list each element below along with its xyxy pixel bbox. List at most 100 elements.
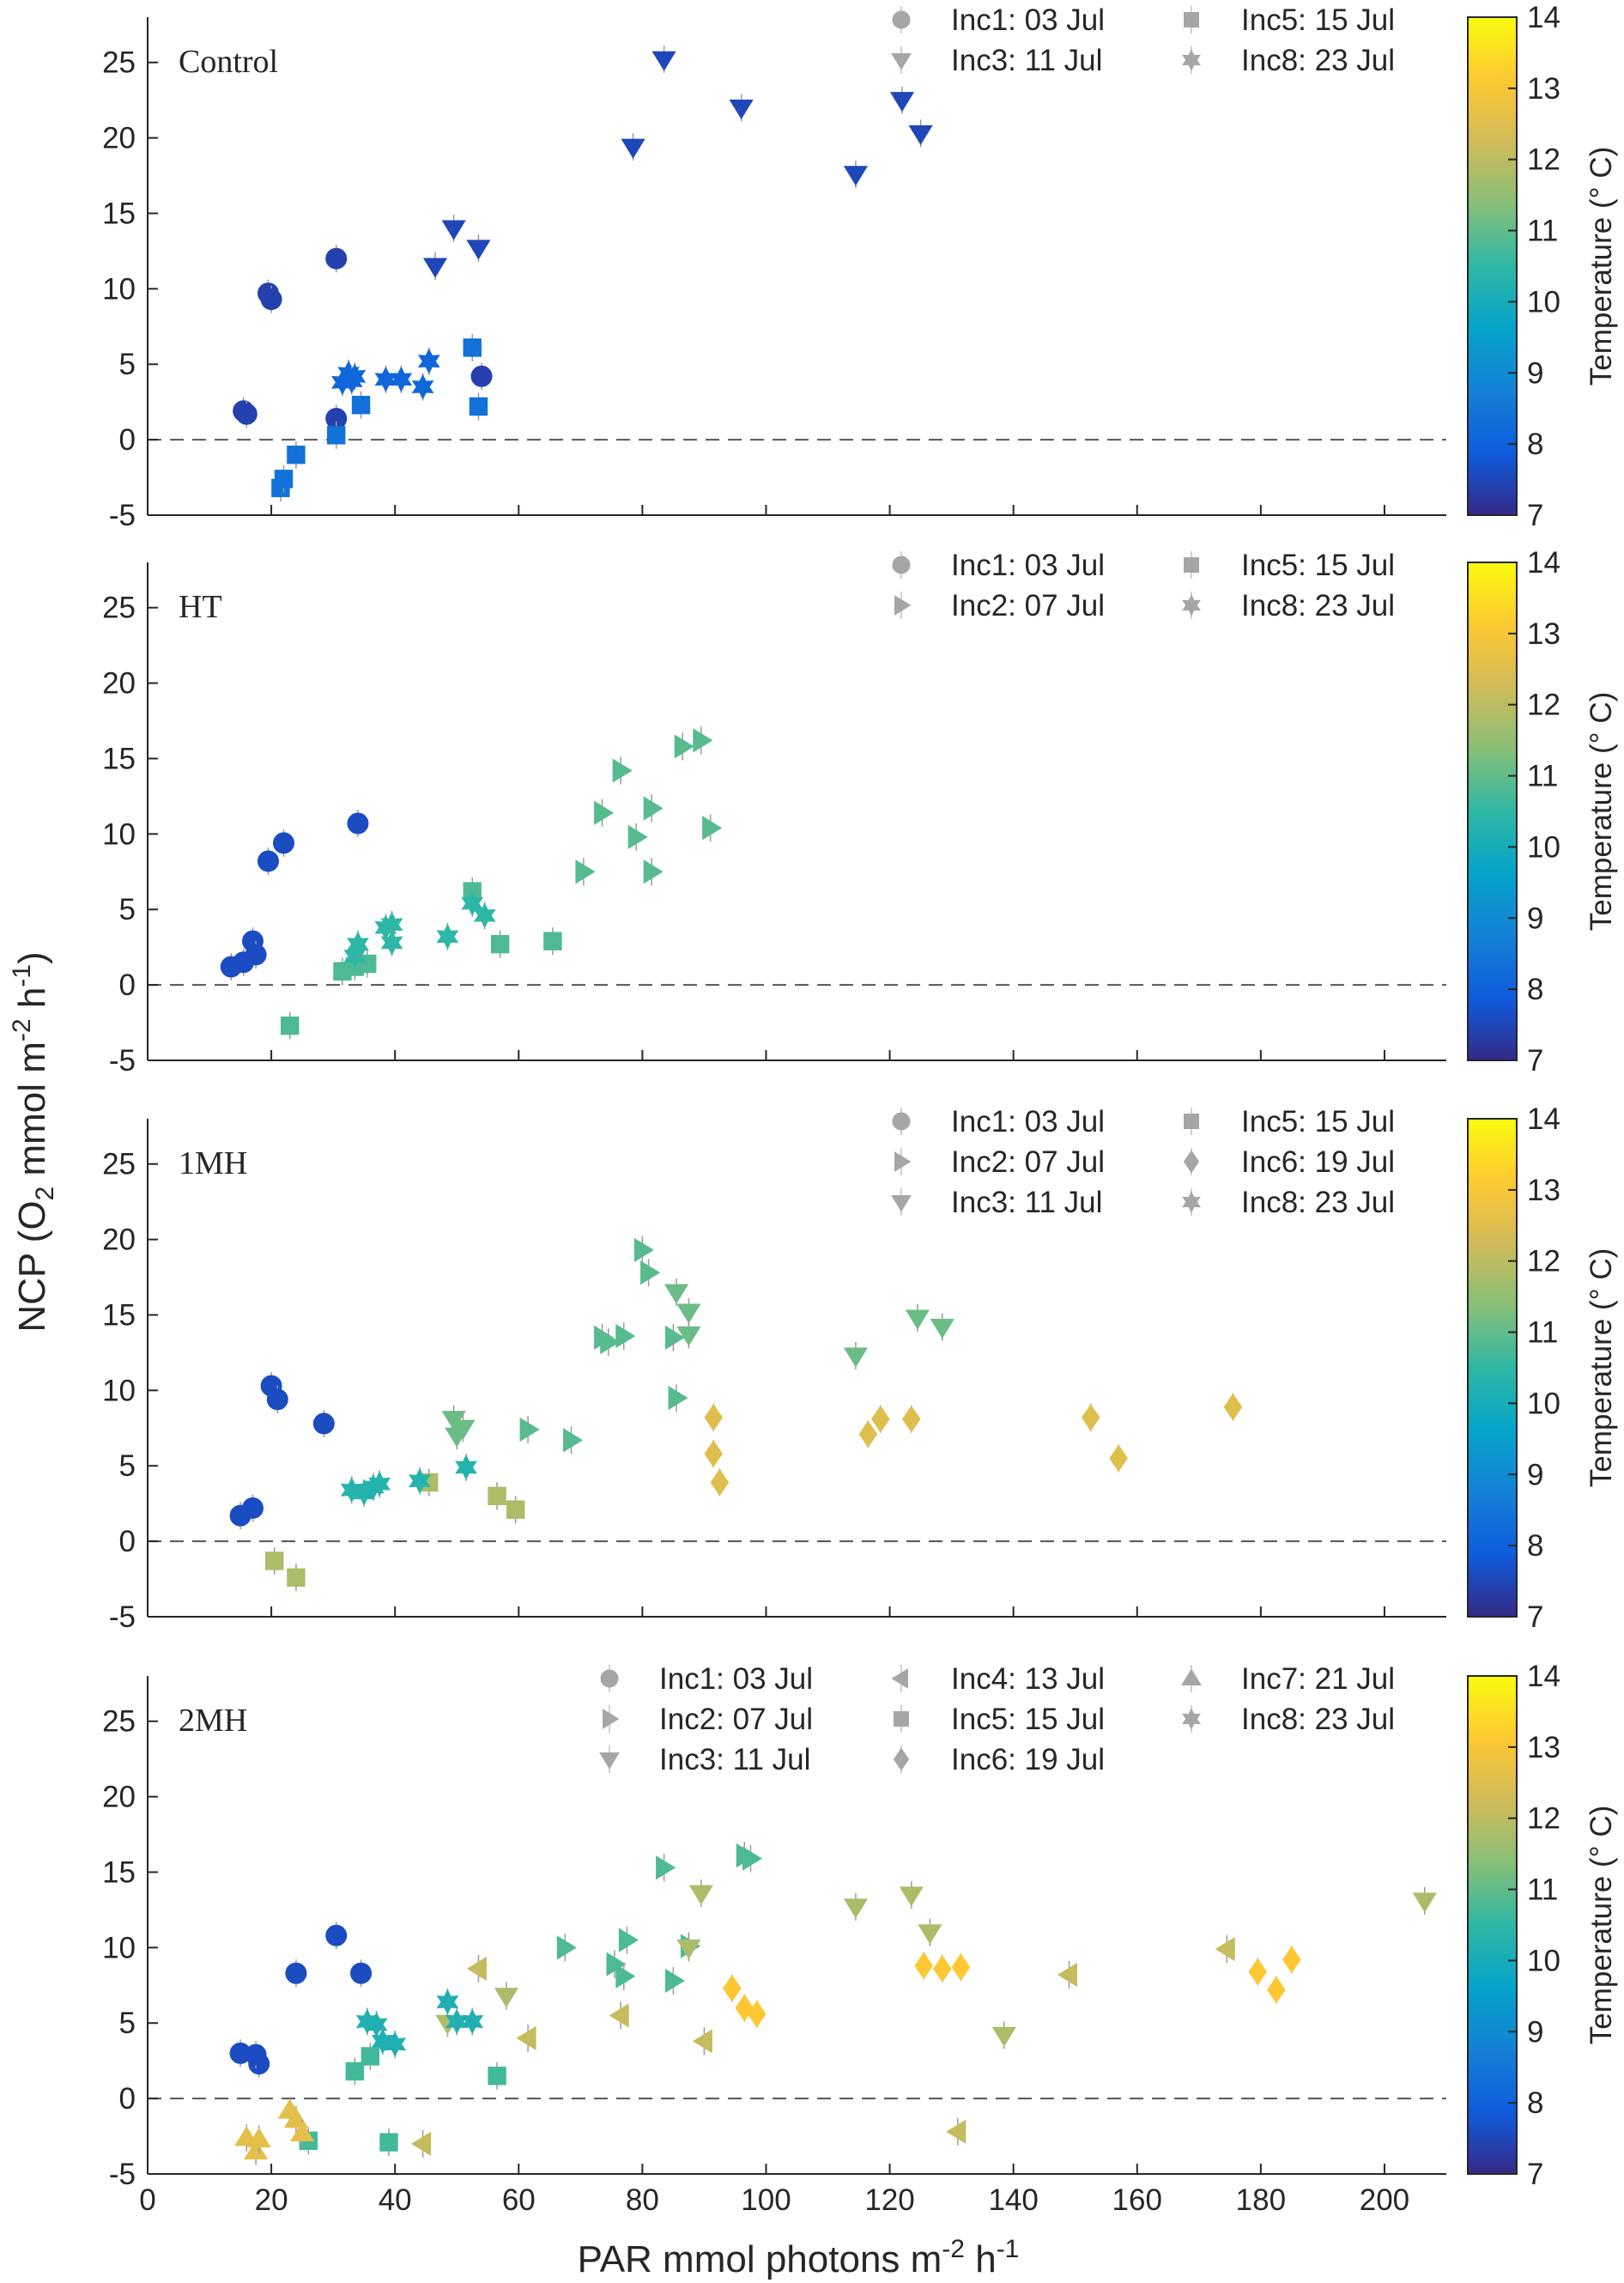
colorbar-gradient	[1467, 1675, 1518, 2175]
data-point-triangle-right	[702, 816, 723, 841]
data-point-hexagram	[380, 930, 403, 956]
data-point-hexagram	[347, 931, 369, 957]
data-point-circle	[245, 944, 267, 966]
data-point-triangle-right	[664, 1325, 685, 1350]
data-point-hexagram	[384, 2031, 407, 2057]
legend-label: Inc8: 23 Jul	[1241, 1186, 1395, 1219]
data-point-diamond	[1109, 1444, 1128, 1472]
legend-marker-circle	[600, 1669, 619, 1688]
data-point-triangle-up	[246, 2128, 271, 2148]
data-point-hexagram	[461, 890, 484, 917]
colorbar-tick-label: 10	[1527, 1944, 1560, 1977]
data-point-triangle-down	[991, 2026, 1016, 2047]
colorbar-tick-label: 11	[1527, 760, 1558, 793]
data-point-square	[281, 1016, 300, 1035]
legend-label: Inc7: 21 Jul	[1241, 1662, 1395, 1696]
legend-label: Inc2: 07 Jul	[951, 589, 1105, 622]
colorbar-label: Temperature (° C)	[1585, 1806, 1618, 2045]
colorbar: 7 8 9 10 11 12 13 14 Temperature (° C)	[1467, 1660, 1618, 2191]
legend-marker-square	[894, 1711, 909, 1727]
x-tick-label: 180	[1236, 2183, 1286, 2217]
legend-label: Inc1: 03 Jul	[951, 3, 1105, 37]
colorbar-tick-label: 14	[1527, 1, 1560, 34]
y-tick-label: -5	[109, 1044, 136, 1078]
y-tick-label: 5	[119, 2007, 136, 2040]
data-point-square	[506, 1500, 525, 1519]
legend-marker-hexagram	[1182, 49, 1201, 71]
legend-label: Inc8: 23 Jul	[1241, 1703, 1395, 1736]
legend-marker-triangle-right	[603, 1709, 620, 1729]
colorbar-tick-label: 14	[1527, 546, 1560, 580]
x-tick-label: 200	[1360, 2183, 1409, 2217]
data-point-hexagram	[374, 366, 397, 392]
data-point-triangle-right	[612, 758, 633, 783]
y-tick-label: 10	[102, 817, 136, 851]
colorbar-tick-label: 7	[1527, 499, 1543, 532]
colorbar-tick-label: 9	[1527, 356, 1543, 390]
data-point-square	[469, 397, 488, 416]
legend-label: Inc5: 15 Jul	[1241, 3, 1395, 37]
colorbar-tick-label: 8	[1527, 2086, 1543, 2120]
legend-label: Inc3: 11 Jul	[951, 1186, 1102, 1219]
legend-marker-triangle-down	[891, 1195, 912, 1212]
legend-marker-triangle-left	[891, 1668, 908, 1689]
colorbar-tick-label: 12	[1527, 143, 1560, 177]
data-point-triangle-right	[575, 859, 596, 884]
data-point-triangle-left	[692, 2029, 712, 2054]
colorbar-tick-label: 9	[1527, 1458, 1543, 1491]
data-point-circle	[245, 2043, 267, 2066]
data-point-triangle-right	[627, 824, 648, 849]
colorbar-gradient	[1467, 562, 1518, 1061]
y-tick-label: 5	[119, 1449, 136, 1483]
data-point-hexagram	[390, 366, 413, 392]
y-tick-label: 10	[102, 1931, 136, 1964]
data-point-circle	[273, 832, 295, 854]
data-point-square	[287, 445, 306, 464]
data-point-diamond	[858, 1420, 878, 1448]
y-tick-label: 15	[102, 742, 136, 775]
data-point-triangle-down	[843, 1347, 869, 1368]
data-point-triangle-down	[1412, 1892, 1437, 1913]
legend-marker-triangle-down	[599, 1752, 620, 1770]
data-point-square	[379, 2133, 398, 2152]
data-point-hexagram	[371, 2028, 394, 2055]
data-point-circle	[470, 365, 493, 387]
legend-label: Inc5: 15 Jul	[1241, 549, 1395, 582]
y-tick-label: 20	[102, 122, 136, 155]
data-point-triangle-down	[889, 92, 915, 112]
y-tick-label: 0	[119, 1525, 136, 1558]
legend-label: Inc3: 11 Jul	[951, 44, 1102, 77]
legend-label: Inc5: 15 Jul	[1241, 1105, 1395, 1138]
data-point-triangle-right	[643, 859, 664, 884]
legend-label: Inc2: 07 Jul	[659, 1703, 813, 1736]
data-point-square	[488, 1486, 506, 1506]
colorbar-gradient	[1467, 16, 1518, 516]
data-point-triangle-right	[556, 1935, 577, 1960]
y-tick-label: 15	[102, 1855, 136, 1889]
y-tick-label: 20	[102, 1223, 136, 1257]
colorbar-tick-label: 8	[1527, 428, 1543, 461]
data-point-hexagram	[473, 902, 496, 929]
y-tick-label: 5	[119, 348, 136, 381]
legend-label: Inc4: 13 Jul	[951, 1662, 1105, 1696]
data-point-triangle-left	[411, 2131, 432, 2156]
data-point-triangle-right	[615, 1323, 636, 1349]
data-point-hexagram	[340, 1477, 363, 1503]
colorbar-label: Temperature (° C)	[1585, 147, 1618, 386]
y-tick-label: 25	[102, 1148, 136, 1181]
y-tick-label: 15	[102, 197, 136, 230]
legend-label: Inc2: 07 Jul	[951, 1145, 1105, 1179]
data-point-triangle-down	[676, 1303, 701, 1324]
legend-marker-hexagram	[1182, 1191, 1201, 1213]
data-point-diamond	[1081, 1404, 1100, 1431]
legend-label: Inc1: 03 Jul	[951, 1105, 1105, 1138]
data-point-diamond	[933, 1955, 952, 1982]
colorbar-tick-label: 12	[1527, 1245, 1560, 1278]
panel-title: Control	[179, 44, 278, 80]
legend: Inc1: 03 Jul Inc2: 07 Jul Inc3: 11 Jul Inc5…	[891, 1105, 1395, 1219]
data-point-triangle-left	[1215, 1937, 1235, 1962]
colorbar-tick-label: 14	[1527, 1102, 1560, 1136]
data-point-diamond	[870, 1405, 890, 1433]
colorbar-tick-label: 10	[1527, 1387, 1560, 1420]
